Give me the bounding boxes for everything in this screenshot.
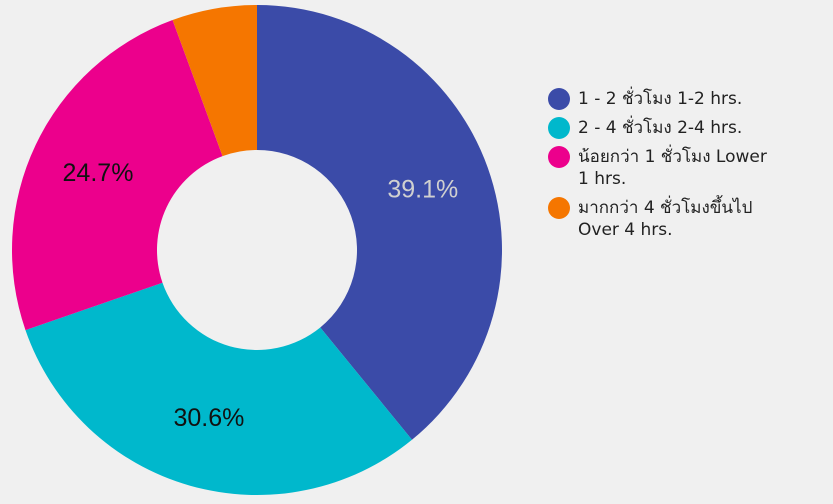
legend-label: น้อยกว่า 1 ชั่วโมง Lower 1 hrs.	[578, 147, 767, 189]
legend-label: 2 - 4 ชั่วโมง 2-4 hrs.	[578, 118, 743, 138]
value-label: 24.7%	[63, 159, 134, 187]
legend-marker	[548, 146, 570, 168]
legend-label: มากกว่า 4 ชั่วโมงขึ้นไป Over 4 hrs.	[578, 198, 753, 240]
legend-marker	[548, 117, 570, 139]
legend-marker	[548, 88, 570, 110]
slice	[11, 20, 223, 331]
slice	[172, 5, 257, 157]
legend: 1 - 2 ชั่วโมง 1-2 hrs. 2 - 4 ชั่วโมง 2-4 …	[548, 88, 828, 248]
legend-item: มากกว่า 4 ชั่วโมงขึ้นไป Over 4 hrs.	[548, 197, 828, 241]
value-label: 30.6%	[174, 404, 245, 432]
slice	[257, 5, 502, 440]
chart: 39.1% 30.6% 24.7%	[11, 5, 502, 495]
legend-label: 1 - 2 ชั่วโมง 1-2 hrs.	[578, 89, 743, 109]
legend-item: 1 - 2 ชั่วโมง 1-2 hrs.	[548, 88, 828, 110]
legend-item: น้อยกว่า 1 ชั่วโมง Lower 1 hrs.	[548, 146, 828, 190]
legend-marker	[548, 197, 570, 219]
legend-item: 2 - 4 ชั่วโมง 2-4 hrs.	[548, 117, 828, 139]
value-label: 39.1%	[387, 176, 458, 204]
slice	[25, 282, 412, 495]
